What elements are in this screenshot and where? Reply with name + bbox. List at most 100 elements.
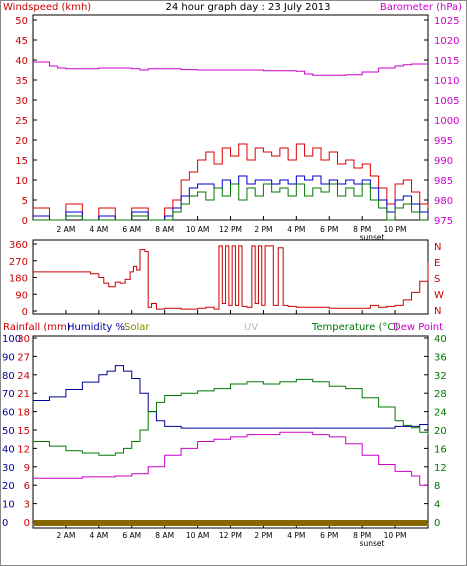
- x-tick-label: 12 PM: [219, 225, 242, 234]
- temp-tick-label: 16: [434, 444, 447, 455]
- legend-item: Humidity %: [67, 322, 125, 333]
- wind-tick-label: 5: [22, 196, 28, 207]
- rain-tick-label: 3: [24, 500, 30, 511]
- rain-tick-label: 6: [24, 481, 30, 492]
- x-tick-label: 4 AM: [89, 531, 108, 540]
- x-tick-label: 6 PM: [320, 531, 338, 540]
- legend-item: UV: [244, 322, 258, 333]
- x-tick-label: 2 AM: [57, 531, 76, 540]
- humidity-tick-label: 60: [2, 408, 15, 419]
- baro-tick-label: 1000: [434, 116, 459, 127]
- sunset-label: sunset: [360, 233, 385, 242]
- x-tick-label: 10 AM: [186, 225, 210, 234]
- direction-tick-label: 360: [9, 240, 28, 251]
- rain-tick-label: 9: [24, 463, 30, 474]
- wind-tick-label: 20: [15, 136, 28, 147]
- baro-tick-label: 985: [434, 176, 453, 187]
- baro-tick-label: 1015: [434, 56, 459, 67]
- windspeed-axis-label: Windspeed (kmh): [3, 2, 91, 13]
- x-tick-label: 4 PM: [287, 531, 305, 540]
- plot-area-1: [32, 239, 429, 315]
- chart-title: 24 hour graph day : 23 July 2013: [165, 2, 330, 13]
- x-tick-label: 10 PM: [384, 531, 407, 540]
- temp-tick-label: 36: [434, 352, 447, 363]
- compass-label: E: [434, 258, 440, 269]
- temp-tick-label: 8: [434, 481, 440, 492]
- baro-tick-label: 980: [434, 196, 453, 207]
- baro-tick-label: 975: [434, 216, 453, 227]
- x-tick-label: 2 AM: [57, 225, 76, 234]
- series-barometer: [33, 61, 428, 76]
- direction-tick-label: 180: [9, 274, 28, 285]
- x-tick-label: 10 PM: [384, 225, 407, 234]
- wind-tick-label: 10: [15, 176, 28, 187]
- rain-tick-label: 18: [17, 408, 30, 419]
- series-rainfall: [34, 520, 427, 526]
- legend-item: Solar: [124, 322, 150, 333]
- baro-tick-label: 1010: [434, 76, 459, 87]
- humidity-tick-label: 30: [2, 463, 15, 474]
- wind-tick-label: 25: [15, 116, 28, 127]
- series-windspeed: [33, 183, 428, 221]
- wind-tick-label: 50: [15, 16, 28, 27]
- humidity-tick-label: 70: [2, 389, 15, 400]
- baro-tick-label: 995: [434, 136, 453, 147]
- x-tick-label: 12 PM: [219, 531, 242, 540]
- humidity-tick-label: 80: [2, 371, 15, 382]
- compass-label: W: [434, 290, 444, 301]
- rain-tick-label: 12: [17, 444, 30, 455]
- compass-label: S: [434, 274, 440, 285]
- legend-item: Rainfall (mm): [3, 322, 71, 333]
- temp-tick-label: 24: [434, 408, 447, 419]
- wind-tick-label: 40: [15, 56, 28, 67]
- direction-tick-label: 270: [9, 257, 28, 268]
- x-tick-label: 6 PM: [320, 225, 338, 234]
- compass-label: N: [434, 306, 441, 317]
- x-tick-label: 6 AM: [122, 225, 141, 234]
- temp-tick-label: 0: [434, 518, 440, 529]
- rain-tick-label: 24: [17, 371, 30, 382]
- series-humidity: [33, 365, 429, 429]
- x-tick-label: 2 PM: [254, 531, 272, 540]
- rain-tick-label: 27: [17, 352, 30, 363]
- x-tick-label: 2 PM: [254, 225, 272, 234]
- legend-item: Dew Point: [393, 322, 443, 333]
- wind-tick-label: 15: [15, 156, 28, 167]
- direction-tick-label: 0: [22, 307, 28, 318]
- baro-tick-label: 1020: [434, 36, 459, 47]
- baro-tick-label: 1005: [434, 96, 459, 107]
- series-wind-direction: [33, 245, 429, 310]
- rain-tick-label: 30: [17, 334, 30, 345]
- x-tick-label: 8 PM: [353, 225, 371, 234]
- x-tick-label: 8 AM: [155, 225, 174, 234]
- humidity-tick-label: 0: [2, 518, 8, 529]
- x-tick-label: 4 PM: [287, 225, 305, 234]
- direction-tick-label: 90: [15, 290, 28, 301]
- legend-item: Temperature (°C): [311, 322, 398, 333]
- baro-tick-label: 1025: [434, 16, 459, 27]
- x-tick-label: 8 AM: [155, 531, 174, 540]
- humidity-tick-label: 50: [2, 426, 15, 437]
- humidity-tick-label: 100: [2, 334, 21, 345]
- temp-tick-label: 28: [434, 389, 447, 400]
- rain-tick-label: 15: [17, 426, 30, 437]
- temp-tick-label: 12: [434, 463, 447, 474]
- x-tick-label: 6 AM: [122, 531, 141, 540]
- humidity-tick-label: 40: [2, 444, 15, 455]
- humidity-tick-label: 10: [2, 500, 15, 511]
- wind-tick-label: 0: [22, 216, 28, 227]
- x-tick-label: 10 AM: [186, 531, 210, 540]
- x-tick-label: 4 AM: [89, 225, 108, 234]
- wind-tick-label: 35: [15, 76, 28, 87]
- rain-tick-label: 0: [24, 518, 30, 529]
- rain-tick-label: 21: [17, 389, 30, 400]
- temp-tick-label: 4: [434, 500, 440, 511]
- temp-tick-label: 40: [434, 334, 447, 345]
- barometer-axis-label: Barometer (hPa): [380, 2, 462, 13]
- x-tick-label: 8 PM: [353, 531, 371, 540]
- plot-area-2: [32, 335, 429, 529]
- temp-tick-label: 20: [434, 426, 447, 437]
- series-windspeed-average: [33, 175, 429, 221]
- sunset-label: sunset: [360, 539, 385, 548]
